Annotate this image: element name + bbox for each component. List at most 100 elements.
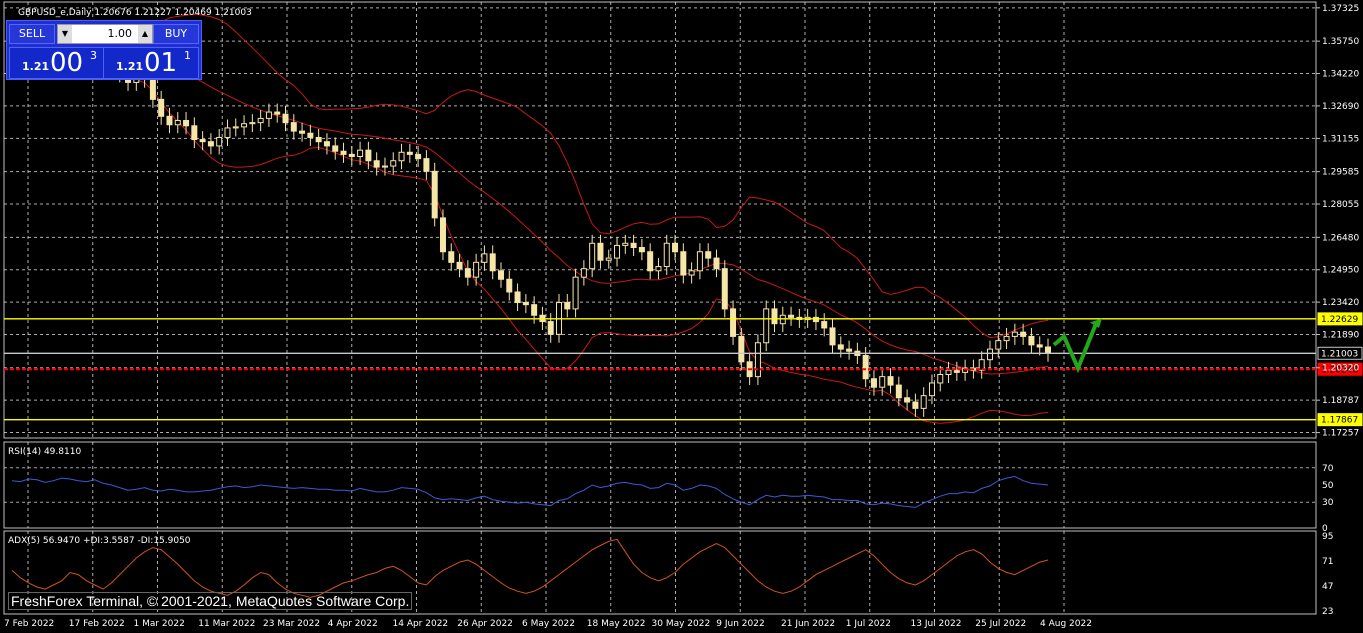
candle-body xyxy=(663,242,670,268)
y-tick-label: 1.20320 xyxy=(1322,364,1359,374)
candle-body xyxy=(406,151,413,155)
candle-body xyxy=(638,247,645,253)
candle-body xyxy=(224,127,231,138)
candle-body xyxy=(166,115,173,126)
x-tick-label: 18 May 2022 xyxy=(587,619,646,629)
bid-price-prefix: 1.21 xyxy=(22,60,50,73)
candle-body xyxy=(829,327,836,346)
rsi-tick-label: 0 xyxy=(1322,524,1328,534)
price-tag xyxy=(1317,362,1363,376)
arrow-path xyxy=(1052,322,1098,374)
candle-body xyxy=(149,78,156,100)
candle-body xyxy=(531,304,538,316)
y-tick-label: 1.17257 xyxy=(1322,429,1359,439)
candle-body xyxy=(290,122,297,132)
candle-body xyxy=(688,270,695,276)
candle-body xyxy=(431,170,438,219)
price-tag xyxy=(1317,413,1363,427)
bid-price-box[interactable]: 1.21 00 3 xyxy=(9,47,105,79)
candle-body xyxy=(837,344,844,350)
candle-body xyxy=(572,276,579,310)
candle-body xyxy=(580,268,587,278)
candle-body xyxy=(589,242,596,270)
rsi-tick-label: 70 xyxy=(1322,464,1334,474)
candle-body xyxy=(696,251,703,272)
candle-body xyxy=(597,242,604,261)
candle-body xyxy=(522,302,529,306)
adx-tick-label: 95 xyxy=(1322,532,1333,542)
adx-tick-label: 47 xyxy=(1322,582,1333,592)
ask-price-box[interactable]: 1.21 01 1 xyxy=(103,47,199,79)
candle-body xyxy=(862,354,869,380)
candle-body xyxy=(199,139,206,143)
candle-body xyxy=(1045,346,1051,354)
y-tick-label: 1.31155 xyxy=(1322,134,1359,144)
candle-body xyxy=(489,253,496,272)
candle-body xyxy=(448,251,455,263)
buy-button[interactable]: BUY xyxy=(153,24,199,44)
candle-body xyxy=(614,244,621,259)
x-tick-label: 1 Jul 2022 xyxy=(846,619,891,629)
bid-price-sup: 3 xyxy=(90,49,97,62)
candle-body xyxy=(978,359,985,371)
candle-body xyxy=(332,145,339,152)
candle-body xyxy=(398,151,405,162)
x-tick-label: 25 Jul 2022 xyxy=(975,619,1026,629)
candle-body xyxy=(174,120,181,126)
ask-price-prefix: 1.21 xyxy=(116,60,144,73)
candle-body xyxy=(920,395,927,409)
candle-body xyxy=(340,150,347,155)
rsi-line xyxy=(11,475,1049,508)
candle-body xyxy=(241,123,248,128)
candle-body xyxy=(630,242,637,249)
x-tick-label: 26 Apr 2022 xyxy=(457,619,513,629)
candle-body xyxy=(879,376,886,388)
candle-body xyxy=(870,378,877,388)
y-tick-label: 1.37325 xyxy=(1322,4,1359,14)
candle-body xyxy=(962,367,969,373)
adx-title: ADX(5) 56.9470 +DI:3.5587 -DI:15.9050 xyxy=(8,536,191,546)
candle-body xyxy=(705,251,712,259)
candle-body xyxy=(373,160,380,168)
axes: 7 Feb 2022 17 Feb 2022 1 Mar 2022 11 Mar 20… xyxy=(4,4,1359,629)
candle-body xyxy=(655,266,662,272)
candle-body xyxy=(464,268,471,278)
candle-body xyxy=(953,369,960,373)
candle-body xyxy=(282,113,289,124)
candle-body xyxy=(647,251,654,272)
candle-body xyxy=(323,141,330,147)
one-click-trade-panel: SELL ▼ 1.00 ▲ BUY 1.21 00 3 1.21 01 1 xyxy=(6,20,202,80)
bid-price-big: 00 xyxy=(50,48,84,78)
candle-body xyxy=(191,125,198,141)
lot-increase-button[interactable]: ▲ xyxy=(138,25,152,43)
candle-body xyxy=(713,257,720,270)
bollinger-lo xyxy=(11,48,1049,424)
projection-arrow xyxy=(1052,318,1102,374)
lot-size-field[interactable]: ▼ 1.00 ▲ xyxy=(57,24,153,44)
lot-decrease-button[interactable]: ▼ xyxy=(58,25,72,43)
candle-body xyxy=(738,335,745,363)
rsi-tick-label: 50 xyxy=(1322,481,1334,491)
candle-body xyxy=(622,242,629,246)
y-tick-label: 1.24950 xyxy=(1322,266,1359,276)
rsi-tick-label: 30 xyxy=(1322,498,1334,508)
candle-body xyxy=(514,291,521,304)
candle-body xyxy=(249,122,256,125)
sell-button[interactable]: SELL xyxy=(9,24,55,44)
candle-body xyxy=(680,251,687,276)
candle-body xyxy=(1020,331,1027,337)
horizontal-lines[interactable]: 1.22629 1.21003 1.20248 1.17867 xyxy=(4,312,1363,427)
candle-body xyxy=(763,308,770,344)
candle-body xyxy=(564,302,571,310)
price-tag-label: 1.20248 xyxy=(1321,365,1358,375)
y-tick-label: 1.34220 xyxy=(1322,70,1359,80)
candle-body xyxy=(257,117,264,124)
candle-body xyxy=(1003,335,1010,342)
candle-body xyxy=(1028,335,1035,346)
candle-body xyxy=(912,401,919,409)
y-tick-label: 1.32690 xyxy=(1322,102,1359,112)
lot-value[interactable]: 1.00 xyxy=(107,27,133,40)
ask-price-big: 01 xyxy=(144,48,178,78)
candle-body xyxy=(904,397,911,403)
